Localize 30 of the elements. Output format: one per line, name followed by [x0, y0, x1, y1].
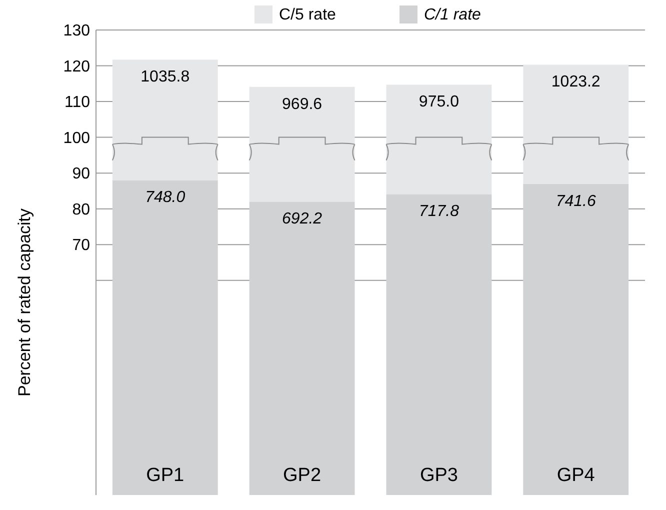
bar [112, 60, 218, 180]
y-tick-label: 80 [72, 201, 90, 218]
annotation: 741.6 [556, 192, 596, 210]
annotation: 748.0 [145, 189, 186, 206]
x-tick-label: GP2 [283, 465, 322, 486]
legend-label: C/1 rate [424, 6, 482, 24]
bar [249, 202, 355, 495]
bar [112, 180, 218, 495]
annotation: 717.8 [418, 203, 460, 220]
bar [523, 184, 629, 495]
y-tick-label: 120 [63, 58, 90, 76]
annotation: 975.0 [418, 94, 460, 111]
bar [523, 64, 629, 184]
bar [249, 86, 355, 202]
y-tick-label: 100 [63, 130, 90, 147]
bar [386, 84, 492, 194]
y-tick-label: 70 [72, 237, 90, 254]
annotation: 1023.2 [551, 74, 600, 91]
annotation: 692.2 [282, 210, 322, 228]
annotation: 1035.8 [140, 68, 190, 86]
x-tick-label: GP4 [556, 465, 596, 486]
y-tick-label: 130 [63, 22, 90, 40]
y-axis-title: Percent of rated capacity [15, 208, 34, 397]
x-tick-label: GP3 [420, 465, 458, 486]
bar [386, 194, 492, 495]
legend-label: C/5 rate [279, 6, 336, 24]
x-tick-label: GP1 [146, 465, 184, 486]
y-tick-label: 110 [64, 94, 90, 112]
y-tick-label: 90 [72, 166, 90, 183]
annotation: 969.6 [282, 96, 322, 113]
